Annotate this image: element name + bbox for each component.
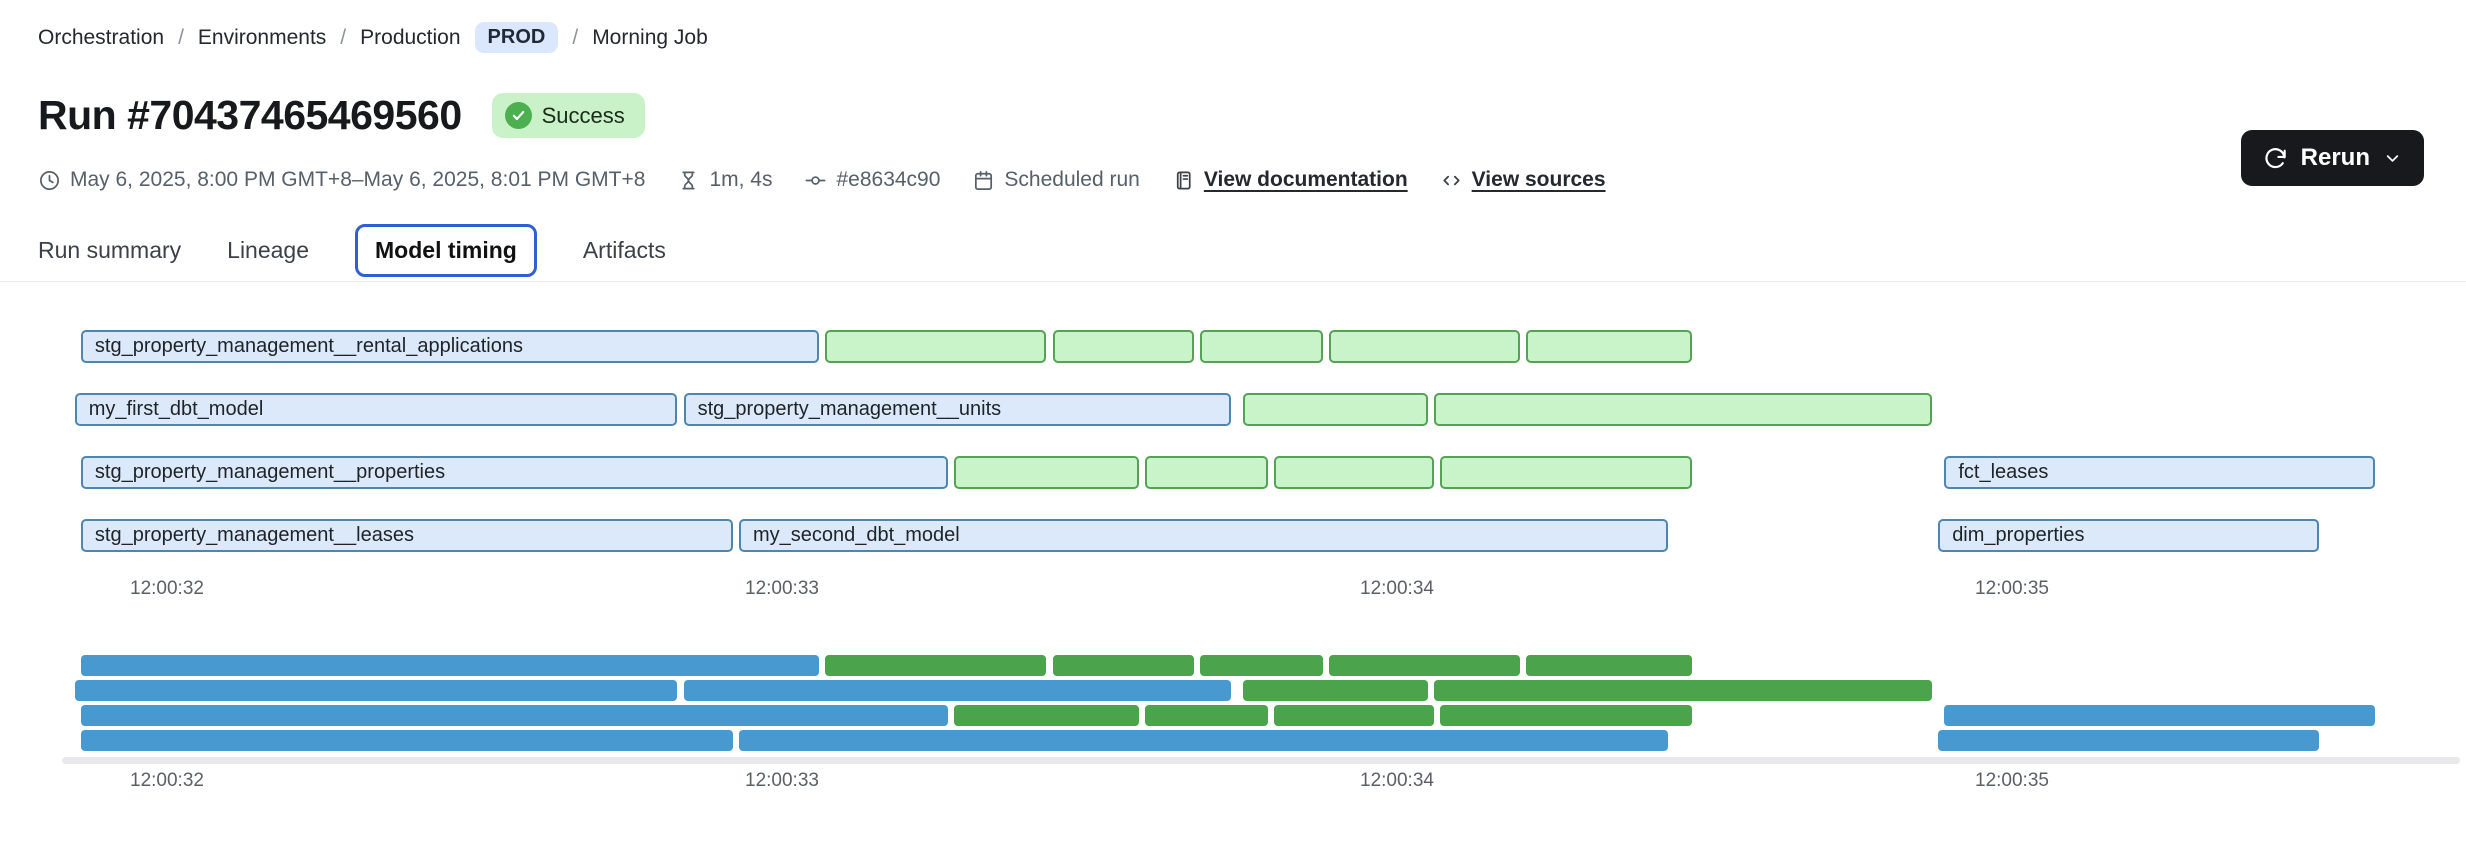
time-range: May 6, 2025, 8:00 PM GMT+8–May 6, 2025, … — [70, 168, 646, 191]
scrollbar-track[interactable] — [62, 757, 2460, 764]
gantt-bar-label: stg_property_management__properties — [94, 461, 446, 483]
minimap-bar — [1144, 705, 1268, 726]
tab-run-summary[interactable]: Run summary — [38, 237, 182, 263]
hourglass-icon — [682, 170, 696, 190]
minimap-bar-my_second_dbt_model — [738, 730, 1668, 751]
title-row: Run #70437465469560 Success — [38, 92, 645, 139]
gantt-bar-label: fct_leases — [1958, 461, 2049, 483]
gantt-bar-dim_properties[interactable]: dim_properties — [1938, 519, 2320, 552]
axis-tick-label: 12:00:33 — [745, 578, 819, 599]
minimap-bar — [1526, 655, 1693, 676]
axis-tick-label: 12:00:35 — [1975, 578, 2049, 599]
run-metadata: May 6, 2025, 8:00 PM GMT+8–May 6, 2025, … — [38, 168, 1606, 192]
gantt-bar-label: stg_property_management__units — [697, 398, 1002, 420]
documentation-item: View documentation — [1172, 168, 1408, 192]
tab-artifacts[interactable]: Artifacts — [582, 237, 666, 263]
minimap-bar-dim_properties — [1938, 730, 2320, 751]
breadcrumb-separator: / — [178, 25, 184, 49]
gantt-bar[interactable] — [1274, 456, 1434, 489]
gantt-bar[interactable] — [1440, 456, 1693, 489]
gantt-bar[interactable] — [1052, 330, 1195, 363]
status-badge-label: Success — [541, 102, 625, 128]
minimap-bar-fct_leases — [1944, 705, 2375, 726]
axis-tick-label: 12:00:32 — [130, 770, 204, 791]
gantt-bar-my_first_dbt_model[interactable]: my_first_dbt_model — [74, 393, 678, 426]
minimap-bar-stg_property_management__properties — [80, 705, 949, 726]
minimap-bar — [1052, 655, 1195, 676]
minimap-bar-my_first_dbt_model — [74, 680, 678, 701]
gantt-bar-stg_property_management__properties[interactable]: stg_property_management__properties — [80, 456, 949, 489]
rerun-button-label: Rerun — [2300, 144, 2370, 171]
gantt-bar[interactable] — [1433, 393, 1933, 426]
minimap-bar — [1243, 680, 1428, 701]
gantt-bar[interactable] — [1526, 330, 1693, 363]
gantt-bar-stg_property_management__units[interactable]: stg_property_management__units — [683, 393, 1231, 426]
trigger-item: Scheduled run — [972, 168, 1140, 192]
gantt-bar[interactable] — [1144, 456, 1268, 489]
gantt-bar[interactable] — [1243, 393, 1428, 426]
gantt-bar[interactable] — [1200, 330, 1324, 363]
time-range-item: May 6, 2025, 8:00 PM GMT+8–May 6, 2025, … — [38, 168, 645, 192]
breadcrumb: Orchestration / Environments / Productio… — [38, 22, 708, 53]
breadcrumb-item-environments[interactable]: Environments — [197, 25, 327, 49]
breadcrumb-separator: / — [340, 25, 347, 49]
gantt-bar-stg_property_management__leases[interactable]: stg_property_management__leases — [80, 519, 733, 552]
gantt-bar[interactable] — [1329, 330, 1520, 363]
minimap-bar-stg_property_management__rental_applications — [80, 655, 819, 676]
clock-icon — [40, 170, 59, 190]
refresh-icon — [2265, 147, 2286, 168]
minimap-bar — [1274, 705, 1434, 726]
tab-lineage[interactable]: Lineage — [227, 237, 310, 263]
tabs-divider — [0, 281, 2466, 282]
gantt-bar-label: my_first_dbt_model — [88, 398, 264, 420]
code-icon — [1443, 175, 1460, 185]
page-title: Run #70437465469560 — [38, 92, 462, 138]
duration: 1m, 4s — [709, 168, 773, 191]
trigger-type: Scheduled run — [1004, 168, 1140, 191]
calendar-icon — [975, 170, 993, 190]
commit-icon — [806, 175, 826, 185]
gantt-bar-label: my_second_dbt_model — [752, 524, 960, 546]
axis-tick-label: 12:00:35 — [1975, 770, 2049, 791]
breadcrumb-item-production[interactable]: Production — [360, 25, 461, 49]
minimap-bar-stg_property_management__leases — [80, 730, 733, 751]
tab-model-timing[interactable]: Model timing — [355, 224, 537, 277]
commit-sha[interactable]: #e8634c90 — [836, 168, 941, 191]
minimap-bar — [1433, 680, 1933, 701]
axis-tick-label: 12:00:33 — [745, 770, 819, 791]
sources-item: View sources — [1440, 168, 1606, 192]
gantt-bar-label: dim_properties — [1952, 524, 2085, 546]
commit-item: #e8634c90 — [804, 168, 940, 192]
gantt-bar-label: stg_property_management__leases — [94, 524, 414, 546]
minimap-bar — [1329, 655, 1520, 676]
minimap-bar — [1200, 655, 1324, 676]
view-sources-link[interactable]: View sources — [1471, 168, 1606, 191]
minimap-bar — [1440, 705, 1693, 726]
gantt-bar[interactable] — [825, 330, 1047, 363]
breadcrumb-item-orchestration[interactable]: Orchestration — [38, 25, 165, 49]
breadcrumb-separator: / — [572, 25, 579, 49]
minimap-bar — [825, 655, 1047, 676]
tab-bar: Run summary Lineage Model timing Artifac… — [38, 224, 666, 277]
gantt-bar-label: stg_property_management__rental_applicat… — [94, 335, 523, 357]
breadcrumb-item-morning-job[interactable]: Morning Job — [592, 25, 708, 49]
gantt-bar-stg_property_management__rental_applications[interactable]: stg_property_management__rental_applicat… — [80, 330, 819, 363]
axis-tick-label: 12:00:34 — [1360, 770, 1434, 791]
minimap-bar-stg_property_management__units — [683, 680, 1231, 701]
status-badge: Success — [491, 93, 645, 138]
gantt-bar[interactable] — [954, 456, 1139, 489]
chevron-down-icon[interactable] — [2383, 149, 2402, 168]
axis-tick-label: 12:00:34 — [1360, 578, 1434, 599]
duration-item: 1m, 4s — [677, 168, 772, 192]
minimap-bar — [954, 705, 1139, 726]
axis-tick-label: 12:00:32 — [130, 578, 204, 599]
document-icon — [1176, 170, 1191, 190]
gantt-bar-my_second_dbt_model[interactable]: my_second_dbt_model — [738, 519, 1668, 552]
success-check-icon — [504, 102, 532, 129]
environment-badge: PROD — [474, 22, 559, 53]
rerun-button[interactable]: Rerun — [2240, 130, 2424, 186]
gantt-bar-fct_leases[interactable]: fct_leases — [1944, 456, 2375, 489]
view-documentation-link[interactable]: View documentation — [1203, 168, 1408, 191]
